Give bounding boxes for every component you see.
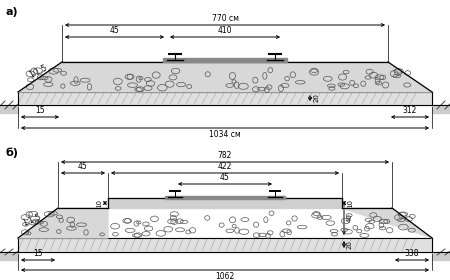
Polygon shape — [18, 92, 432, 105]
Text: б): б) — [5, 147, 18, 157]
Polygon shape — [18, 208, 108, 238]
Text: а): а) — [5, 7, 18, 17]
Polygon shape — [108, 198, 342, 208]
Polygon shape — [18, 238, 432, 252]
Text: 782: 782 — [218, 151, 232, 160]
Polygon shape — [18, 62, 432, 92]
Text: 1:1,5: 1:1,5 — [22, 212, 43, 228]
Text: 1062: 1062 — [216, 272, 234, 280]
Text: 40: 40 — [347, 214, 353, 222]
Text: 312: 312 — [403, 106, 417, 115]
Text: 1034 см: 1034 см — [209, 130, 241, 139]
Polygon shape — [0, 105, 18, 113]
Text: 1:1,5: 1:1,5 — [27, 64, 49, 80]
Text: 45: 45 — [220, 173, 230, 182]
Text: 10: 10 — [347, 199, 353, 207]
Polygon shape — [0, 252, 18, 260]
Polygon shape — [165, 196, 285, 199]
Text: 45: 45 — [110, 26, 119, 35]
Text: 410: 410 — [218, 26, 232, 35]
Text: 422: 422 — [218, 162, 232, 171]
Text: 30: 30 — [314, 73, 320, 82]
Text: 15: 15 — [33, 249, 43, 258]
Polygon shape — [432, 105, 450, 113]
Text: 10: 10 — [96, 199, 102, 207]
Text: 770 см: 770 см — [212, 14, 239, 23]
Text: 338: 338 — [405, 249, 419, 258]
Polygon shape — [342, 208, 432, 238]
Text: 15: 15 — [35, 106, 45, 115]
Text: 20: 20 — [314, 94, 320, 102]
Text: 45: 45 — [78, 162, 88, 171]
Polygon shape — [163, 58, 287, 62]
Text: 20: 20 — [347, 240, 353, 249]
Polygon shape — [432, 252, 450, 260]
